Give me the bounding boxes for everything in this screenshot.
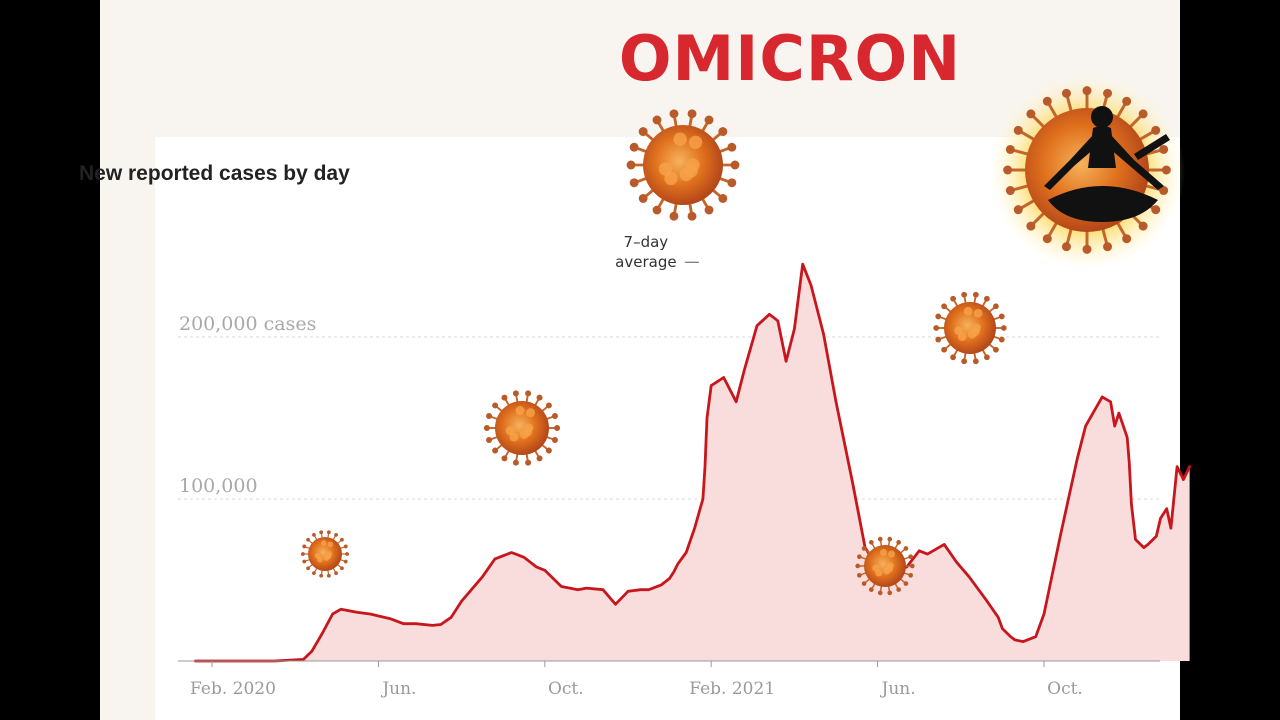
slide-canvas: OMICRON xyxy=(100,0,1180,720)
glowing-virus-meditation-icon xyxy=(989,74,1185,270)
headline: OMICRON xyxy=(618,22,962,95)
decorative-virus-illustrations xyxy=(301,74,1185,596)
virus-icon-2 xyxy=(483,390,561,466)
y-tick-labels: 100,000 200,000 cases xyxy=(179,313,316,497)
x-tick-label-3: Feb. 2021 xyxy=(689,679,775,699)
annotation-7-day-average: 7–day average xyxy=(615,233,699,271)
series-area-fill xyxy=(195,264,1190,661)
grid-lines xyxy=(178,336,1160,500)
annotation-line-1: 7–day xyxy=(624,233,669,251)
chart-title: New reported cases by day xyxy=(79,162,350,185)
annotation-line-2: average xyxy=(615,253,676,271)
series-layer xyxy=(194,262,1191,663)
virus-icon-4 xyxy=(855,536,915,596)
x-tick-label-4: Jun. xyxy=(880,679,916,699)
virus-icon-5 xyxy=(933,291,1007,365)
x-tick-marks: Feb. 2020 Jun. Oct. Feb. 2021 Jun. Oct. xyxy=(190,661,1083,699)
y-tick-label-0: 100,000 xyxy=(179,475,258,497)
x-tick-label-1: Jun. xyxy=(380,679,416,699)
virus-icon-3 xyxy=(626,109,740,221)
x-tick-label-5: Oct. xyxy=(1047,679,1083,699)
series-line-7-day-average xyxy=(194,262,1191,663)
x-tick-label-2: Oct. xyxy=(548,679,584,699)
y-tick-label-1: 200,000 cases xyxy=(179,313,316,335)
x-tick-label-0: Feb. 2020 xyxy=(190,679,276,699)
meditating-figure-icon xyxy=(1044,106,1170,222)
virus-icon-1 xyxy=(301,530,349,578)
